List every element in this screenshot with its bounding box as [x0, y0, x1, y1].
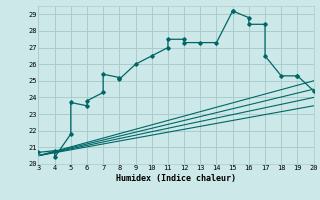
X-axis label: Humidex (Indice chaleur): Humidex (Indice chaleur): [116, 174, 236, 183]
